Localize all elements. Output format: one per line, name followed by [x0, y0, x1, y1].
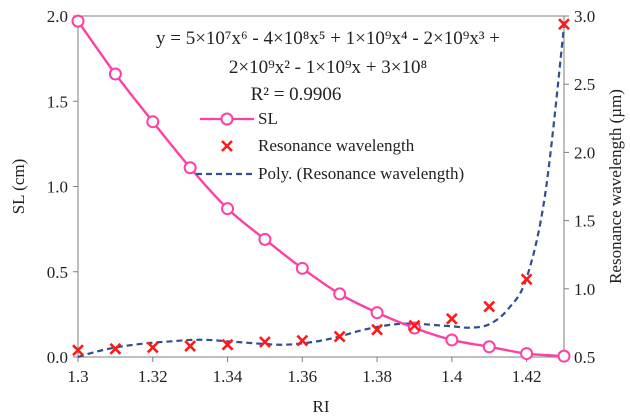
resonance-point — [371, 323, 383, 336]
resonance-point-stroke — [109, 342, 122, 355]
resonance-point — [259, 336, 271, 348]
resonance-point — [558, 18, 570, 31]
sl-point — [71, 14, 85, 28]
y-left-tick-label: 0.5 — [47, 263, 68, 282]
sl-point — [407, 321, 421, 335]
legend-label-poly: Poly. (Resonance wavelength) — [258, 164, 464, 183]
x-tick-label: 1.38 — [362, 367, 392, 386]
sl-point — [183, 161, 197, 175]
x-tick-label: 1.36 — [287, 367, 317, 386]
resonance-point-stroke — [483, 300, 496, 313]
resonance-point-stroke — [520, 273, 533, 286]
sl-point — [108, 67, 122, 81]
legend-label-sl: SL — [258, 109, 278, 128]
sl-point — [295, 261, 309, 275]
resonance-point-stroke — [221, 338, 234, 351]
sl-point — [370, 306, 384, 320]
series-poly-trendline — [77, 26, 566, 359]
resonance-point-stroke — [146, 341, 159, 354]
resonance-point — [296, 334, 309, 347]
sl-point — [221, 202, 235, 216]
resonance-point — [333, 330, 346, 343]
x-tick-label: 1.32 — [138, 367, 168, 386]
equation-r2: R² = 0.9906 — [251, 84, 342, 105]
y-left-tick-label: 1.0 — [47, 178, 68, 197]
x-axis-title: RI — [313, 397, 330, 416]
y-right-tick-label: 3.0 — [574, 7, 595, 26]
resonance-point — [146, 341, 159, 354]
resonance-point — [483, 300, 496, 313]
sl-point — [146, 115, 160, 129]
sl-point — [333, 287, 347, 301]
resonance-point-stroke — [371, 323, 383, 336]
sl-point — [258, 232, 272, 246]
y-right-tick-label: 2.5 — [574, 75, 595, 94]
resonance-point-stroke — [408, 319, 421, 332]
x-tick-label: 1.34 — [213, 367, 243, 386]
x-tick-label: 1.4 — [441, 367, 463, 386]
y-left-tick-label: 0.0 — [47, 348, 68, 367]
resonance-point — [72, 344, 84, 357]
resonance-point — [221, 338, 234, 351]
y-left-axis-title: SL (cm) — [9, 159, 28, 215]
y-left-tick-label: 1.5 — [47, 92, 68, 111]
y-right-tick-label: 2.0 — [574, 143, 595, 162]
equation-line-2: 2×10⁹x² - 1×10⁹x + 3×10⁸ — [229, 57, 427, 78]
legend-label-resonance: Resonance wavelength — [258, 136, 415, 155]
resonance-point — [184, 340, 197, 353]
series-layer — [71, 14, 571, 363]
x-tick-label: 1.3 — [67, 367, 88, 386]
y-right-axis-title: Resonance wavelength (µm) — [606, 89, 625, 284]
sl-point — [557, 349, 571, 363]
resonance-point-stroke — [558, 18, 570, 31]
resonance-point-stroke — [72, 344, 84, 357]
legend-swatch-resonance-marker — [221, 140, 233, 152]
resonance-point-stroke — [445, 312, 458, 325]
legend: SL Resonance wavelength Poly. (Resonance… — [196, 109, 464, 183]
equation-line-1: y = 5×10⁷x⁶ - 4×10⁸x⁵ + 1×10⁹x⁴ - 2×10⁹x… — [156, 28, 500, 49]
resonance-point — [109, 342, 122, 355]
sl-point — [482, 340, 496, 354]
resonance-point-stroke — [296, 334, 309, 347]
resonance-point-stroke — [259, 336, 271, 348]
resonance-point — [408, 319, 421, 332]
legend-swatch-sl-marker — [220, 112, 234, 126]
resonance-point-stroke — [333, 330, 346, 343]
sl-point — [445, 333, 459, 347]
text-layer: y = 5×10⁷x⁶ - 4×10⁸x⁵ + 1×10⁹x⁴ - 2×10⁹x… — [156, 28, 500, 105]
axes: 1.3 1.32 1.34 1.36 1.38 1.4 1.42 0.0 0.5 1.0 1.5 2.… — [9, 7, 625, 416]
y-right-tick-label: 1.0 — [574, 280, 595, 299]
resonance-point — [520, 273, 533, 286]
resonance-point-stroke — [184, 340, 197, 353]
sl-point — [520, 347, 534, 361]
y-right-tick-label: 0.5 — [574, 348, 595, 367]
y-right-tick-label: 1.5 — [574, 212, 595, 231]
resonance-point — [445, 312, 458, 325]
y-left-tick-label: 2.0 — [47, 7, 68, 26]
x-tick-label: 1.42 — [512, 367, 542, 386]
